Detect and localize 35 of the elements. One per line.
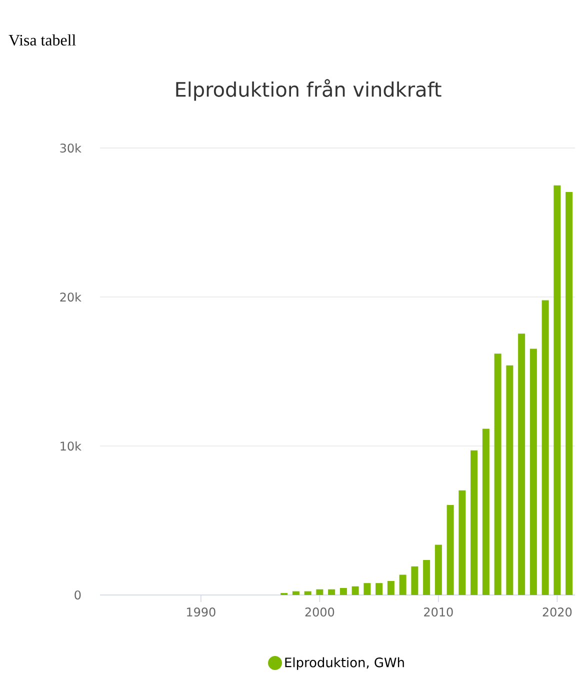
x-tick-label: 2010 — [424, 608, 453, 617]
bar — [316, 589, 324, 595]
legend-label: Elproduktion, GWh — [285, 657, 404, 670]
x-tick-label: 2020 — [542, 608, 572, 617]
y-tick-label: 20k — [60, 292, 82, 302]
y-tick-label: 30k — [60, 143, 82, 153]
bar — [399, 574, 406, 595]
bar — [340, 588, 347, 595]
bar — [423, 560, 430, 595]
bar — [458, 490, 466, 595]
bar — [446, 504, 454, 595]
bar — [530, 348, 537, 595]
y-tick-label: 10k — [60, 441, 82, 451]
x-tick-label: 1990 — [187, 608, 216, 617]
y-tick-label: 0 — [74, 590, 81, 600]
bar — [434, 544, 442, 595]
bar — [566, 192, 573, 595]
bar — [292, 591, 300, 595]
bar — [542, 300, 549, 595]
bar — [506, 365, 514, 595]
chart-title: Elproduktion från vindkraft — [176, 79, 442, 101]
bar — [494, 354, 502, 595]
x-tick-label: 2000 — [305, 608, 334, 617]
bar — [304, 591, 312, 595]
bar — [387, 580, 394, 595]
text: Visa tabell — [8, 34, 76, 46]
bar — [411, 566, 418, 595]
bar — [376, 583, 383, 595]
bar — [328, 589, 336, 595]
bar — [482, 428, 490, 595]
bar — [554, 185, 561, 595]
bar — [352, 586, 359, 595]
bar — [364, 583, 371, 595]
bar — [518, 334, 526, 595]
bar — [470, 450, 478, 595]
